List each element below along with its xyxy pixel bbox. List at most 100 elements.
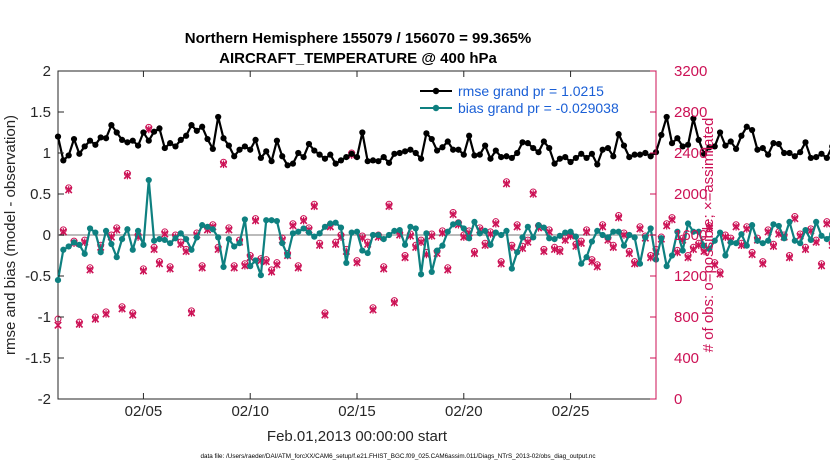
rmse-point	[76, 150, 83, 157]
rmse-point	[129, 137, 136, 144]
y-axis-right: 0 400 800 1200 1600 2000 2400 2800 3200	[650, 63, 707, 408]
bias-point	[727, 239, 734, 246]
rmse-point	[241, 143, 248, 150]
rmse-point	[359, 129, 366, 136]
rmse-point	[503, 153, 510, 160]
bias-point	[514, 249, 521, 256]
rmse-point	[530, 144, 537, 152]
y-tick-label: 1	[43, 145, 51, 162]
bias-point	[161, 236, 168, 244]
y-tick-label: -1	[38, 309, 51, 326]
rmse-point	[535, 149, 542, 156]
obs-assimilated-marker	[540, 247, 548, 256]
rmse-point	[60, 157, 67, 164]
rmse-point	[716, 129, 724, 136]
rmse-point	[86, 137, 94, 144]
obs-assimilated-marker	[86, 266, 94, 274]
obs-assimilated-marker	[791, 214, 799, 223]
obs-assimilated-marker	[700, 247, 708, 256]
obs-assimilated-marker	[54, 321, 62, 329]
rmse-point	[551, 160, 558, 167]
obs-assimilated-marker	[310, 202, 319, 211]
bias-point	[594, 227, 601, 234]
rmse-point	[108, 122, 115, 129]
bias-point	[636, 260, 644, 267]
bias-point	[124, 226, 131, 233]
obs-assimilated-marker	[294, 264, 303, 272]
rmse-point	[775, 140, 782, 148]
rmse-point	[450, 146, 457, 153]
rmse-point	[134, 142, 142, 149]
rmse-point	[647, 153, 654, 160]
bias-point	[204, 223, 211, 230]
bias-point	[786, 218, 793, 225]
rmse-point	[145, 137, 152, 144]
rmse-point	[599, 146, 606, 153]
rmse-point	[690, 115, 697, 122]
rmse-point	[188, 122, 195, 129]
obs-assimilated-marker	[75, 320, 84, 328]
rmse-point	[215, 113, 222, 121]
obs-assimilated-marker	[145, 125, 153, 134]
obs-assimilated-marker	[502, 179, 511, 188]
rmse-point	[268, 158, 275, 165]
rmse-point	[514, 149, 521, 157]
rmse-point	[327, 151, 334, 158]
rmse-point	[364, 158, 371, 165]
rmse-point	[247, 146, 254, 153]
rmse-point	[305, 140, 313, 148]
rmse-point	[460, 151, 467, 158]
bias-point	[658, 235, 665, 242]
y-axis-label: rmse and bias (model - observation)	[2, 115, 19, 355]
legend-rmse-marker	[432, 87, 440, 95]
bias-point	[359, 247, 366, 254]
rmse-point	[220, 135, 227, 142]
rmse-point	[353, 154, 361, 161]
bias-point	[775, 222, 782, 230]
obs-assimilated-marker	[187, 309, 196, 317]
obs-assimilated-marker	[673, 248, 682, 257]
bias-point	[273, 217, 281, 225]
rmse-point	[471, 152, 478, 159]
rmse-point	[81, 143, 88, 150]
rmse-point	[273, 137, 281, 144]
bias-point	[722, 252, 729, 259]
bias-point	[813, 218, 820, 225]
bias-point	[321, 223, 329, 230]
obs-assimilated-marker	[59, 228, 68, 236]
rmse-point	[578, 150, 585, 157]
rmse-point	[631, 151, 638, 158]
bias-point	[102, 227, 110, 234]
obs-assimilated-marker	[241, 261, 249, 270]
rmse-point	[295, 149, 302, 157]
obs-assimilated-marker	[449, 210, 457, 219]
rmse-point	[700, 150, 708, 157]
rmse-point	[620, 142, 628, 149]
obs-assimilated-marker	[225, 226, 233, 234]
bias-point	[199, 222, 206, 229]
rmse-point	[487, 155, 494, 162]
y-right-tick-label: 3200	[674, 63, 707, 80]
rmse-point	[492, 147, 499, 154]
legend: rmse grand pr = 1.0215 bias grand pr = -…	[420, 83, 619, 116]
bias-point	[343, 259, 350, 266]
y-right-tick-label: 1600	[674, 227, 707, 244]
rmse-point	[385, 159, 393, 166]
bias-point	[749, 222, 756, 229]
rmse-point	[70, 135, 78, 143]
rmse-point	[289, 160, 297, 167]
rmse-point	[209, 145, 216, 152]
bias-point	[781, 235, 788, 242]
obs-assimilated-marker	[721, 233, 730, 241]
rmse-point	[172, 143, 179, 150]
rmse-point	[423, 130, 430, 137]
bias-point	[134, 227, 142, 234]
rmse-point	[743, 123, 750, 130]
bias-point	[60, 246, 67, 253]
obs-assimilated-marker	[801, 245, 810, 254]
bias-point	[743, 242, 750, 249]
bias-point	[503, 227, 510, 234]
bias-point	[316, 230, 323, 237]
obs-assimilated-marker	[812, 238, 820, 246]
obs-assimilated-marker	[614, 213, 623, 222]
